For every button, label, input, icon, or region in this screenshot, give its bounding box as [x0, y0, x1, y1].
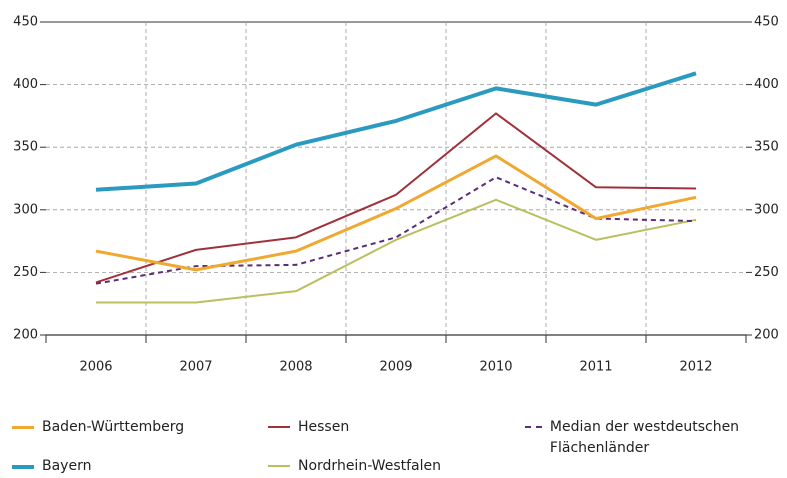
- legend-item: Nordrhein-Westfalen: [268, 456, 441, 477]
- x-tick-label: 2012: [679, 360, 712, 375]
- legend-item: Hessen: [268, 417, 349, 438]
- y-tick-label: 250: [13, 265, 38, 280]
- legend-swatch: [12, 426, 34, 429]
- y2-tick-label: 250: [754, 265, 779, 280]
- line-series: [95, 154, 697, 272]
- y2-tick-label: 300: [754, 202, 779, 217]
- y-tick-label: 450: [13, 15, 38, 30]
- legend-item: Bayern: [12, 456, 91, 477]
- x-tick-label: 2009: [379, 360, 412, 375]
- x-tick-label: 2010: [479, 360, 512, 375]
- x-tick-label: 2011: [579, 360, 612, 375]
- y-tick-label: 200: [13, 328, 38, 343]
- legend-label: Bayern: [42, 458, 92, 474]
- line-series: [95, 176, 697, 285]
- line-series: [95, 71, 697, 192]
- legend-item: Median der westdeutschen Flächenländer: [525, 417, 775, 459]
- y-tick-label: 350: [13, 140, 38, 155]
- legend-swatch: [12, 465, 34, 469]
- legend-swatch: [268, 465, 290, 467]
- y2-tick-label: 200: [754, 328, 779, 343]
- y2-tick-label: 350: [754, 140, 779, 155]
- legend-label: Nordrhein-Westfalen: [298, 458, 441, 474]
- legend-swatch: [268, 426, 290, 428]
- legend-label: Baden-Württemberg: [42, 419, 185, 435]
- line-series: [95, 112, 697, 284]
- legend-label: Hessen: [298, 419, 350, 435]
- y2-tick-label: 400: [754, 77, 779, 92]
- y2-tick-label: 450: [754, 15, 779, 30]
- chart: 200 250 300 350 400 450 200 250 300 350 400 450 2006…: [13, 15, 779, 375]
- x-tick-label: 2008: [279, 360, 312, 375]
- y-tick-label: 300: [13, 202, 38, 217]
- y-tick-label: 400: [13, 77, 38, 92]
- legend-label: Median der westdeutschen Flächenländer: [549, 419, 740, 456]
- line-series: [96, 198, 697, 304]
- legend-item: Baden-Württemberg: [12, 417, 184, 438]
- x-tick-label: 2007: [179, 360, 212, 375]
- x-tick-label: 2006: [79, 360, 112, 375]
- legend-swatch: [525, 426, 542, 428]
